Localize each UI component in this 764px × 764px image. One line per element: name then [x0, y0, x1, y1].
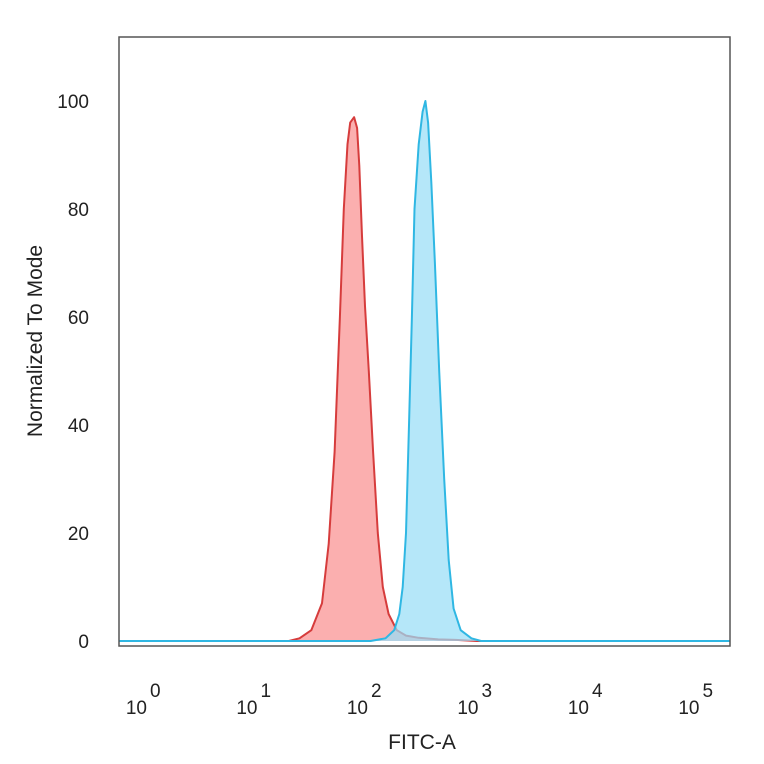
y-tick-label: 80	[68, 200, 89, 221]
x-tick-exponent: 2	[371, 681, 382, 702]
y-axis-title: Normalized To Mode	[24, 245, 47, 437]
y-tick-label: 100	[57, 92, 89, 113]
x-tick-base: 10	[568, 698, 589, 719]
y-axis: 0 20 40 60 80 100	[57, 92, 89, 653]
x-tick-exponent: 4	[592, 681, 603, 702]
x-tick-base: 10	[236, 698, 257, 719]
plot-area-frame	[118, 36, 731, 647]
series-layer	[119, 100, 730, 642]
series-2-fill	[119, 101, 730, 641]
y-tick-label: 0	[78, 632, 89, 653]
x-tick-base: 10	[457, 698, 478, 719]
x-tick-exponent: 5	[703, 681, 714, 702]
x-tick-base: 10	[126, 698, 147, 719]
x-tick-base: 10	[678, 698, 699, 719]
x-tick-base: 10	[347, 698, 368, 719]
x-axis-title: FITC-A	[388, 731, 456, 754]
y-tick-label: 20	[68, 524, 89, 545]
y-tick-label: 60	[68, 308, 89, 329]
x-tick-exponent: 1	[261, 681, 272, 702]
x-tick-exponent: 3	[482, 681, 493, 702]
series-2-line	[119, 100, 730, 642]
x-tick-exponent: 0	[150, 681, 161, 702]
y-tick-label: 40	[68, 416, 89, 437]
